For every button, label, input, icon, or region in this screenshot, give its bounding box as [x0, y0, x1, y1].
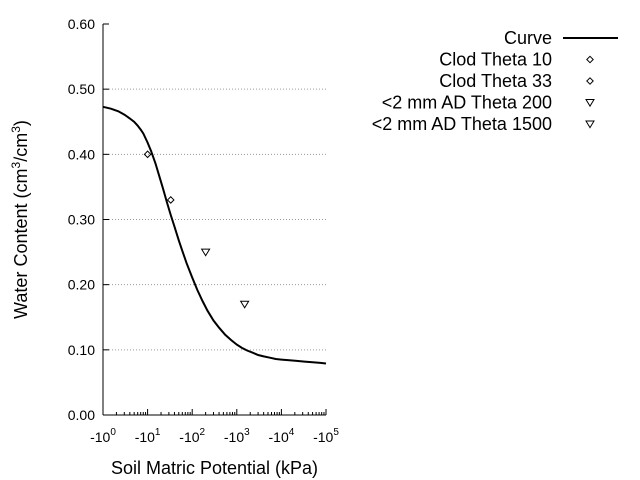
- y-tick-label: 0.60: [68, 16, 95, 32]
- legend-label: Curve: [504, 28, 552, 48]
- x-tick-label: -104: [269, 427, 295, 445]
- legend-marker: [585, 120, 595, 129]
- plot-series: [102, 105, 327, 365]
- legend-label: Clod Theta 33: [439, 71, 552, 91]
- data-point: [143, 150, 152, 159]
- legend-marker: [585, 99, 595, 108]
- y-axis-label: Water Content (cm3/cm3): [9, 120, 31, 319]
- y-tick-label: 0.50: [68, 81, 95, 97]
- y-tick-label: 0.00: [68, 407, 95, 423]
- legend-marker: [586, 55, 594, 64]
- x-tick-label: -100: [90, 427, 116, 445]
- y-tick-label: 0.30: [68, 212, 95, 228]
- y-tick-label: 0.40: [68, 146, 95, 162]
- legend-label: Clod Theta 10: [439, 50, 552, 70]
- y-tick-label: 0.10: [68, 342, 95, 358]
- x-tick-label: -105: [313, 427, 339, 445]
- x-tick-label: -101: [135, 427, 161, 445]
- x-axis-label: Soil Matric Potential (kPa): [111, 458, 318, 478]
- data-point: [200, 248, 211, 257]
- legend-label: <2 mm AD Theta 200: [382, 93, 552, 113]
- curve-line: [102, 105, 327, 365]
- data-point: [166, 196, 175, 204]
- y-tick-label: 0.20: [68, 277, 95, 293]
- axes: 0.00 0.10 0.20 0.30 0.40 0.50 0.60 -100 -101 -102…: [68, 16, 340, 445]
- legend-marker: [586, 77, 594, 85]
- x-tick-label: -102: [179, 427, 205, 445]
- grid: [103, 88, 326, 351]
- x-tick-label: -103: [224, 427, 250, 445]
- legend-label: <2 mm AD Theta 1500: [372, 114, 552, 134]
- data-point: [239, 300, 250, 309]
